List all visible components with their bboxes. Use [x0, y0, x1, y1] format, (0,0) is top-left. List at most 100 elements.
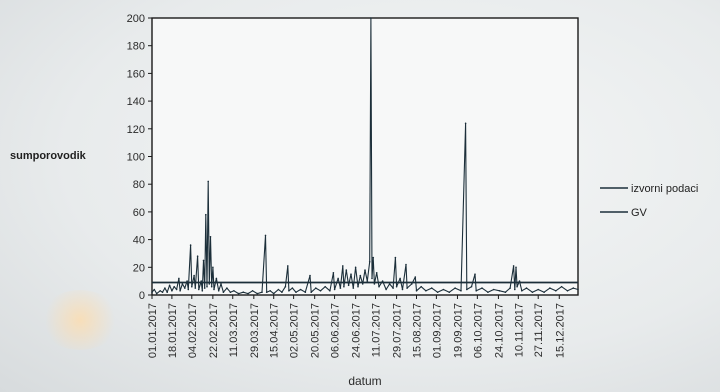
y-tick-label: 20	[133, 262, 145, 274]
data-point	[206, 285, 208, 288]
data-point	[504, 291, 507, 294]
data-point	[345, 269, 348, 271]
data-point	[357, 285, 359, 288]
series-group	[151, 17, 579, 295]
data-point	[425, 290, 427, 292]
data-point	[251, 290, 254, 292]
y-axis-title: sumporovodik	[10, 150, 87, 162]
data-point	[319, 290, 322, 292]
y-tick-label: 140	[127, 96, 145, 108]
data-point	[371, 277, 373, 280]
data-point	[518, 280, 521, 282]
data-point	[189, 244, 192, 246]
data-point	[202, 259, 205, 262]
data-point	[401, 288, 404, 291]
data-point	[342, 265, 344, 267]
data-point	[173, 285, 175, 288]
data-point	[187, 288, 190, 291]
data-point	[372, 256, 375, 259]
data-point	[309, 274, 311, 277]
data-point	[474, 273, 476, 276]
data-point	[178, 277, 180, 280]
x-tick-label: 10.11.2017	[513, 303, 525, 357]
y-tick-label: 100	[127, 152, 145, 164]
data-point	[481, 287, 483, 289]
data-point	[332, 272, 335, 274]
data-point	[514, 288, 516, 291]
data-point	[171, 290, 173, 292]
data-point	[411, 283, 413, 285]
data-point	[287, 265, 289, 267]
x-tick-label: 18.01.2017	[167, 303, 179, 358]
data-point	[155, 292, 158, 295]
data-point	[179, 290, 181, 292]
data-point	[181, 283, 184, 285]
data-point	[392, 287, 394, 289]
data-point	[212, 266, 214, 269]
data-point	[217, 290, 220, 292]
data-point	[337, 277, 339, 280]
data-point	[310, 291, 313, 294]
x-tick-label: 06.06.2017	[330, 303, 342, 358]
data-point	[442, 288, 445, 291]
data-point	[265, 291, 268, 294]
data-point	[466, 288, 468, 291]
data-point	[291, 287, 294, 289]
y-tick-label: 80	[133, 179, 145, 191]
data-point	[164, 287, 166, 289]
data-point	[347, 284, 350, 287]
legend-label-izvorni-podaci: izvorni podaci	[631, 183, 698, 195]
data-point	[555, 290, 557, 292]
data-point	[361, 283, 364, 285]
data-point	[247, 292, 249, 295]
data-point	[405, 263, 407, 266]
x-tick-label: 29.07.2017	[392, 303, 404, 358]
data-point	[166, 291, 168, 294]
data-point	[168, 284, 171, 287]
data-point	[329, 290, 331, 292]
data-point	[213, 288, 215, 291]
data-point	[288, 290, 290, 292]
data-point	[385, 288, 387, 291]
data-point	[210, 285, 213, 288]
data-point	[399, 277, 401, 280]
data-point	[220, 283, 222, 285]
data-point	[209, 236, 212, 238]
data-point	[415, 290, 418, 292]
data-point	[381, 280, 384, 282]
legend: izvorni podaci GV	[600, 183, 698, 219]
x-axis-title: datum	[348, 374, 381, 388]
data-point	[205, 213, 207, 216]
data-point	[498, 290, 501, 292]
data-point	[203, 287, 206, 289]
y-tick-label: 40	[133, 235, 145, 247]
data-point	[186, 280, 188, 282]
y-tick-label: 60	[133, 207, 145, 219]
data-point	[226, 287, 228, 289]
data-point	[470, 285, 473, 288]
data-point	[375, 272, 378, 274]
data-point	[261, 291, 263, 294]
data-point	[229, 291, 232, 294]
data-point	[543, 291, 545, 294]
data-point	[420, 285, 423, 288]
x-tick-label: 24.06.2017	[351, 303, 363, 358]
data-point	[537, 288, 539, 291]
data-point	[284, 285, 287, 288]
data-point	[277, 288, 280, 291]
data-point	[272, 292, 275, 295]
y-tick-label: 200	[127, 13, 145, 25]
x-tick-label: 02.05.2017	[289, 303, 301, 358]
data-point	[299, 288, 302, 291]
data-point	[368, 261, 371, 263]
data-point	[364, 269, 366, 271]
x-tick-label: 24.10.2017	[493, 303, 505, 358]
data-point	[366, 280, 369, 282]
data-point	[281, 291, 283, 294]
data-point	[549, 287, 551, 289]
data-point	[191, 285, 193, 288]
data-point	[215, 277, 218, 280]
data-point	[577, 288, 579, 291]
